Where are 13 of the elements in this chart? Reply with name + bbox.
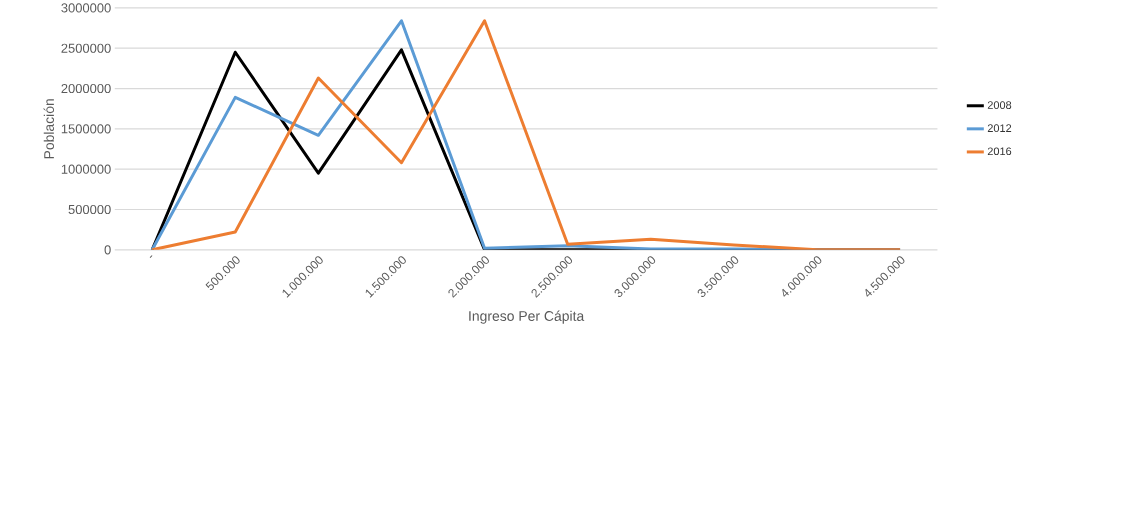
y-tick-label: 1000000	[61, 164, 111, 174]
y-axis-title: Población	[43, 99, 54, 159]
y-tick-label: 2500000	[61, 43, 111, 53]
legend-label: 2008	[987, 101, 1012, 109]
y-tick-label: 0	[104, 245, 111, 255]
y-tick-label: 2000000	[61, 83, 111, 94]
x-tick-label: -	[149, 255, 153, 258]
y-tick-label: 1500000	[61, 124, 111, 134]
x-axis-title: Ingreso Per Cápita	[469, 310, 585, 324]
y-tick-label: 3000000	[61, 3, 111, 13]
legend-label: 2012	[987, 124, 1012, 133]
y-tick-label: 500000	[68, 204, 111, 215]
legend-label: 2016	[987, 147, 1012, 156]
